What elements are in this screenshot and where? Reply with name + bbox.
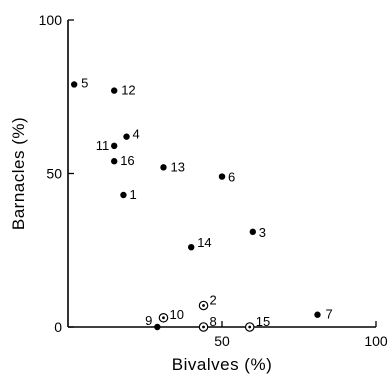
data-point (249, 228, 256, 236)
data-point-center (202, 325, 205, 329)
data-point (188, 243, 195, 251)
y-tick-label: 100 (39, 12, 63, 28)
point-label: 12 (121, 83, 135, 98)
x-axis-title: Bivalves (%) (172, 355, 272, 374)
data-point (154, 323, 161, 331)
data-point (111, 142, 118, 150)
point-label: 7 (325, 307, 332, 322)
point-label: 11 (96, 138, 110, 153)
data-point (120, 191, 127, 199)
data-point (218, 173, 226, 180)
data-point (314, 311, 321, 318)
point-label: 4 (133, 127, 140, 142)
y-tick-label: 50 (46, 166, 62, 182)
data-point (123, 133, 130, 140)
point-label: 6 (228, 170, 235, 185)
data-point (70, 81, 78, 88)
data-point (160, 164, 167, 171)
point-label: 2 (210, 293, 217, 308)
data-point-center (202, 304, 205, 307)
point-label: 8 (210, 314, 217, 329)
point-label: 16 (120, 153, 134, 168)
data-point (111, 158, 118, 165)
data-point-center (248, 325, 252, 329)
y-axis-title: Barnacles (%) (9, 117, 28, 230)
y-tick-label: 0 (54, 319, 62, 335)
point-label: 15 (256, 314, 270, 329)
point-label: 3 (259, 225, 266, 240)
x-tick-label: 100 (364, 333, 388, 349)
x-tick-label: 50 (214, 333, 230, 349)
data-point (111, 87, 118, 94)
data-point-center (162, 316, 165, 320)
point-label: 10 (169, 307, 183, 322)
ticks: 0 50 100 50 100 (39, 12, 388, 349)
point-label: 1 (129, 187, 136, 202)
point-label: 9 (145, 313, 152, 328)
point-label: 14 (197, 235, 211, 250)
point-label: 5 (81, 75, 88, 90)
point-label: 13 (170, 159, 184, 174)
